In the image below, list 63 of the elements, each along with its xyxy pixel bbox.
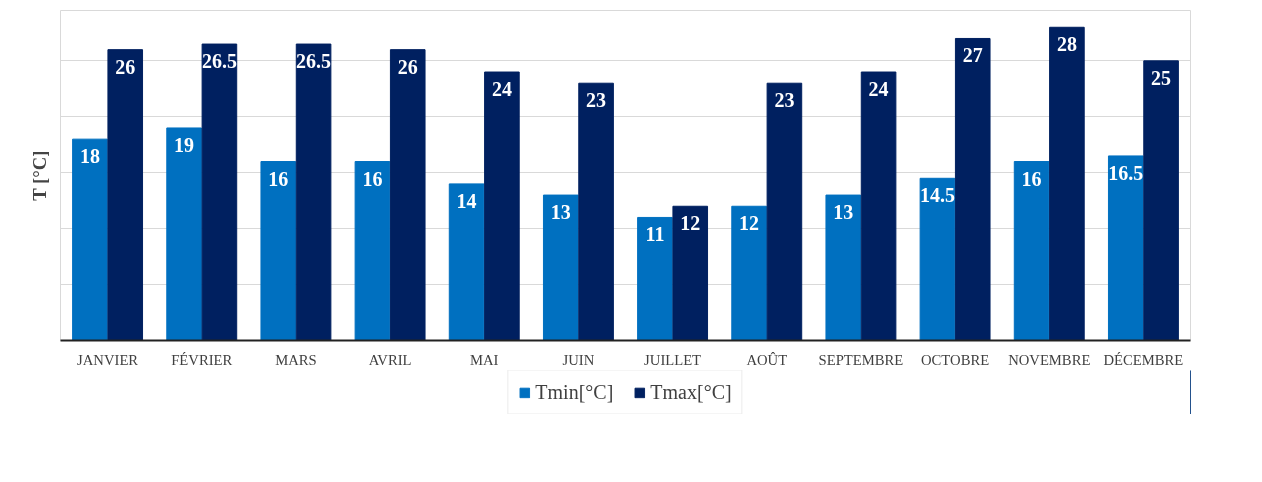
bar (295, 43, 332, 341)
bar (825, 194, 862, 341)
bar (919, 177, 956, 341)
bar (201, 43, 238, 341)
data-label: 16 (1021, 167, 1042, 190)
bar (672, 205, 709, 341)
data-label: 16 (268, 167, 289, 190)
data-label: 12 (680, 212, 701, 235)
legend-label: Tmax[°C] (650, 380, 732, 404)
bar (448, 183, 485, 341)
data-label: 14 (456, 189, 477, 212)
bar (766, 82, 803, 341)
bar (1049, 26, 1085, 341)
legend-label: Tmin[°C] (535, 380, 614, 404)
x-tick-label: SEPTEMBRE (818, 351, 904, 368)
bar (107, 49, 144, 341)
data-label: 26.5 (296, 50, 332, 73)
data-label: 18 (79, 145, 100, 168)
data-label: 24 (868, 78, 889, 101)
x-tick-label: JUILLET (644, 351, 702, 368)
bar (542, 194, 579, 341)
data-label: 26 (115, 55, 136, 78)
data-label: 24 (491, 78, 512, 101)
x-tick-label: JANVIER (77, 351, 139, 368)
data-label: 13 (550, 201, 571, 224)
x-tick-label: AOÛT (746, 351, 788, 368)
data-label: 16.5 (1108, 161, 1144, 184)
x-tick-label: JUIN (562, 351, 595, 368)
data-label: 19 (174, 133, 195, 156)
data-label: 11 (645, 223, 665, 246)
bar (954, 37, 991, 341)
data-label: 28 (1056, 33, 1077, 56)
data-label: 13 (833, 201, 854, 224)
data-label: 16 (362, 167, 383, 190)
x-tick-label: AVRIL (368, 351, 412, 368)
bar (637, 216, 673, 341)
x-tick-label: MARS (275, 351, 317, 368)
bar (578, 82, 614, 341)
data-label: 23 (774, 89, 795, 112)
x-tick-label: OCTOBRE (921, 351, 990, 368)
data-label: 27 (962, 44, 983, 67)
bar (860, 71, 897, 341)
data-label: 14.5 (919, 184, 955, 207)
data-label: 23 (586, 89, 607, 112)
x-tick-label: NOVEMBRE (1008, 351, 1091, 368)
data-label: 12 (739, 212, 760, 235)
x-tick-label: FÉVRIER (171, 351, 233, 368)
bar (484, 71, 520, 341)
bar (389, 49, 426, 341)
bar (354, 161, 391, 341)
y-axis-title: T [°C] (28, 150, 50, 201)
bar (1013, 161, 1050, 341)
bar (72, 138, 108, 341)
bar (1143, 60, 1179, 341)
bar (260, 161, 297, 341)
x-tick-label: DÉCEMBRE (1103, 351, 1184, 368)
data-label: 26 (397, 55, 418, 78)
bar (166, 127, 202, 341)
data-label: 26.5 (201, 50, 237, 73)
x-tick-label: MAI (470, 351, 499, 368)
data-label: 25 (1151, 66, 1172, 89)
bar (731, 205, 767, 341)
bar (1107, 155, 1144, 341)
